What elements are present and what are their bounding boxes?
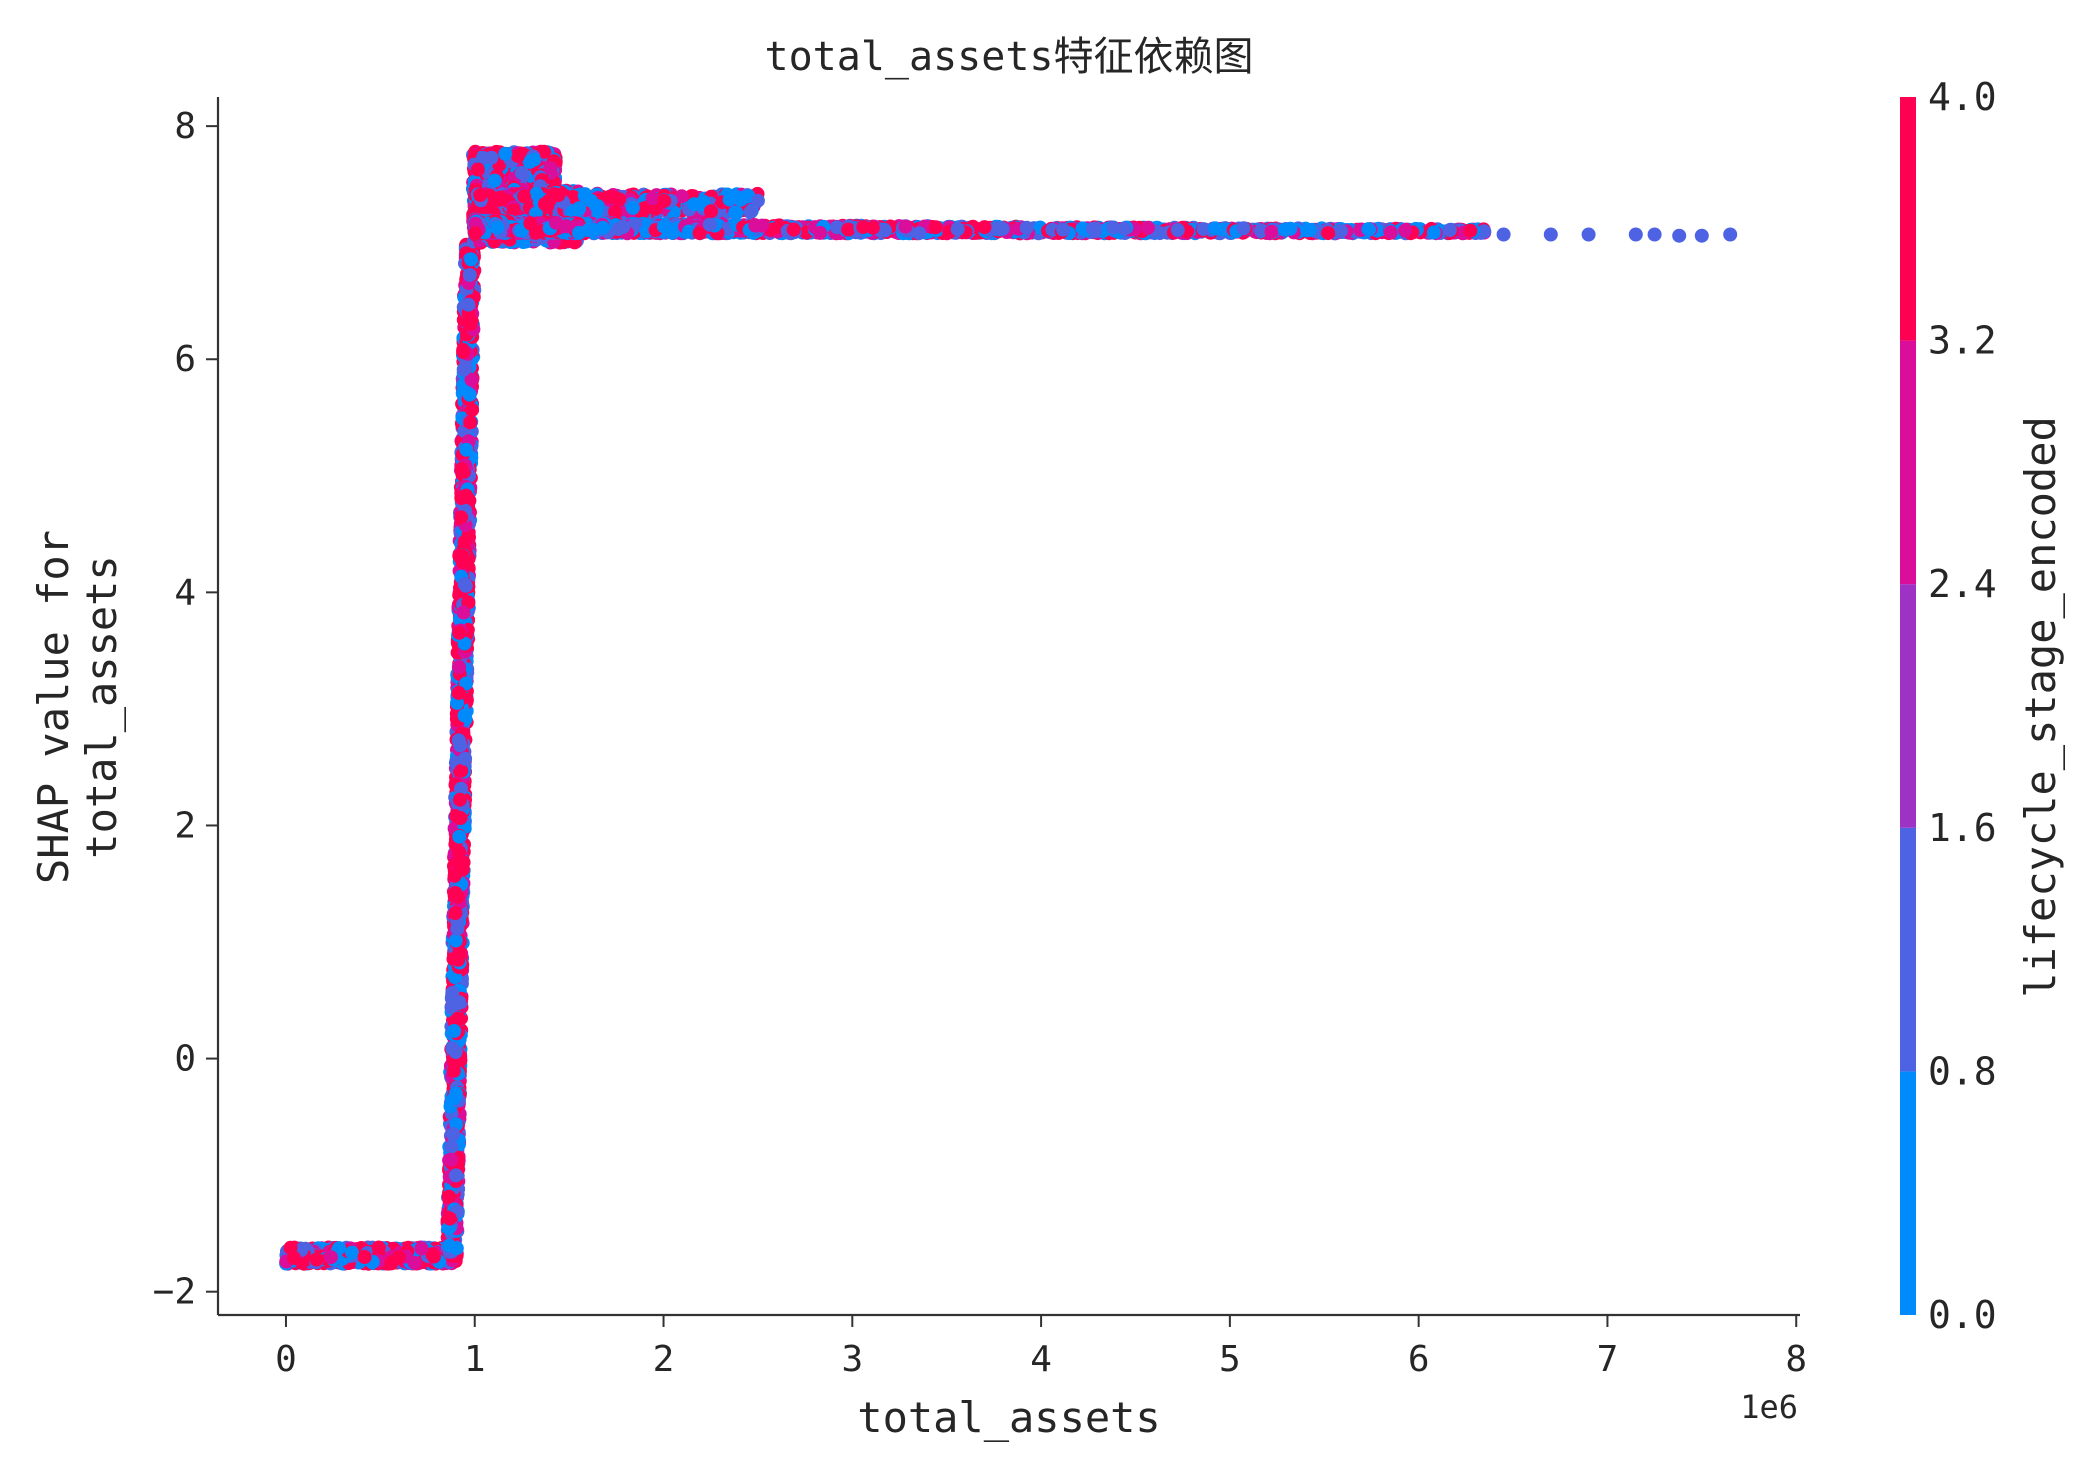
scatter-point	[371, 1240, 386, 1255]
scatter-point	[457, 534, 472, 549]
scatter-point	[464, 252, 479, 267]
scatter-point	[459, 488, 473, 503]
scatter-point	[452, 792, 467, 807]
scatter-point	[657, 193, 672, 208]
scatter-point	[704, 204, 718, 219]
scatter-point	[452, 660, 467, 675]
scatter-point	[446, 1063, 461, 1078]
scatter-point	[384, 1255, 399, 1270]
scatter-point	[487, 173, 502, 188]
scatter-point	[323, 1250, 338, 1265]
scatter-point	[645, 191, 660, 206]
scatter-point	[448, 1045, 463, 1059]
scatter-point	[454, 763, 469, 778]
scatter-point	[444, 1139, 459, 1154]
scatter-point	[498, 146, 513, 161]
scatter-point	[458, 578, 473, 593]
scatter-point	[452, 625, 467, 640]
scatter-point	[457, 708, 472, 723]
scatter-point	[612, 192, 627, 207]
scatter-point	[537, 144, 551, 159]
scatter-point	[492, 190, 507, 205]
scatter-point	[743, 205, 758, 220]
scatter-point	[543, 161, 558, 176]
scatter-point	[450, 921, 465, 936]
scatter-point	[459, 442, 474, 457]
scatter-point	[527, 152, 542, 167]
scatter-point	[463, 415, 478, 430]
scatter-point	[452, 995, 467, 1010]
scatter-point	[448, 933, 463, 948]
scatter-point	[448, 1086, 463, 1101]
scatter-point	[464, 372, 479, 387]
scatter-point	[445, 1127, 460, 1142]
scatter-point	[461, 297, 476, 312]
scatter-point	[506, 203, 521, 218]
scatter-points	[279, 144, 1738, 1271]
scatter-point	[473, 188, 488, 202]
scatter-point	[456, 345, 471, 359]
scatter-point	[442, 1211, 457, 1226]
scatter-point	[458, 751, 473, 766]
scatter-point	[687, 197, 702, 212]
scatter-point	[462, 268, 477, 283]
scatter-point	[584, 193, 599, 208]
scatter-point	[425, 1247, 440, 1262]
scatter-point	[465, 402, 480, 417]
scatter-point	[456, 605, 471, 620]
scatter-point	[447, 1024, 462, 1038]
scatter-point	[454, 462, 469, 476]
scatter-point	[441, 1189, 456, 1204]
scatter-point	[332, 1241, 347, 1256]
scatter-point	[484, 150, 499, 165]
scatter-point	[608, 205, 622, 219]
scatter-point	[470, 162, 485, 177]
scatter-point	[463, 317, 478, 332]
scatter-point	[448, 906, 463, 920]
scatter-point	[456, 362, 471, 377]
scatter-point	[444, 1152, 459, 1167]
scatter-point	[733, 192, 748, 207]
scatter-point	[729, 205, 744, 220]
scatter-point	[541, 193, 556, 208]
scatter-point	[452, 548, 467, 563]
scatter-point	[309, 1252, 324, 1267]
scatter-point	[454, 781, 468, 796]
scatter-point	[517, 189, 531, 204]
scatter-point	[514, 165, 529, 180]
scatter-point	[449, 1241, 464, 1256]
scatter-point	[454, 510, 469, 525]
scatter-point	[452, 829, 467, 844]
scatter-point	[448, 886, 463, 900]
scatter-point	[357, 1250, 372, 1264]
scatter-point	[449, 1168, 463, 1183]
scatter-point	[453, 738, 468, 753]
scatter-point	[462, 387, 477, 402]
scatter-point	[451, 952, 466, 967]
scatter-point	[287, 1250, 301, 1265]
scatter-point	[510, 148, 525, 163]
scatter-point	[345, 1245, 359, 1260]
scatter-point	[450, 855, 465, 870]
scatter-point	[407, 1255, 422, 1270]
scatter-point	[572, 201, 587, 216]
scatter-point	[453, 811, 468, 825]
scatter-point	[451, 685, 466, 700]
scatter-point	[450, 1011, 465, 1026]
scatter-point	[625, 200, 640, 215]
scatter-point	[447, 868, 462, 883]
chart-title: total_assets特征依赖图	[765, 34, 1254, 80]
scatter-point	[674, 189, 689, 204]
scatter-point	[414, 1241, 429, 1256]
